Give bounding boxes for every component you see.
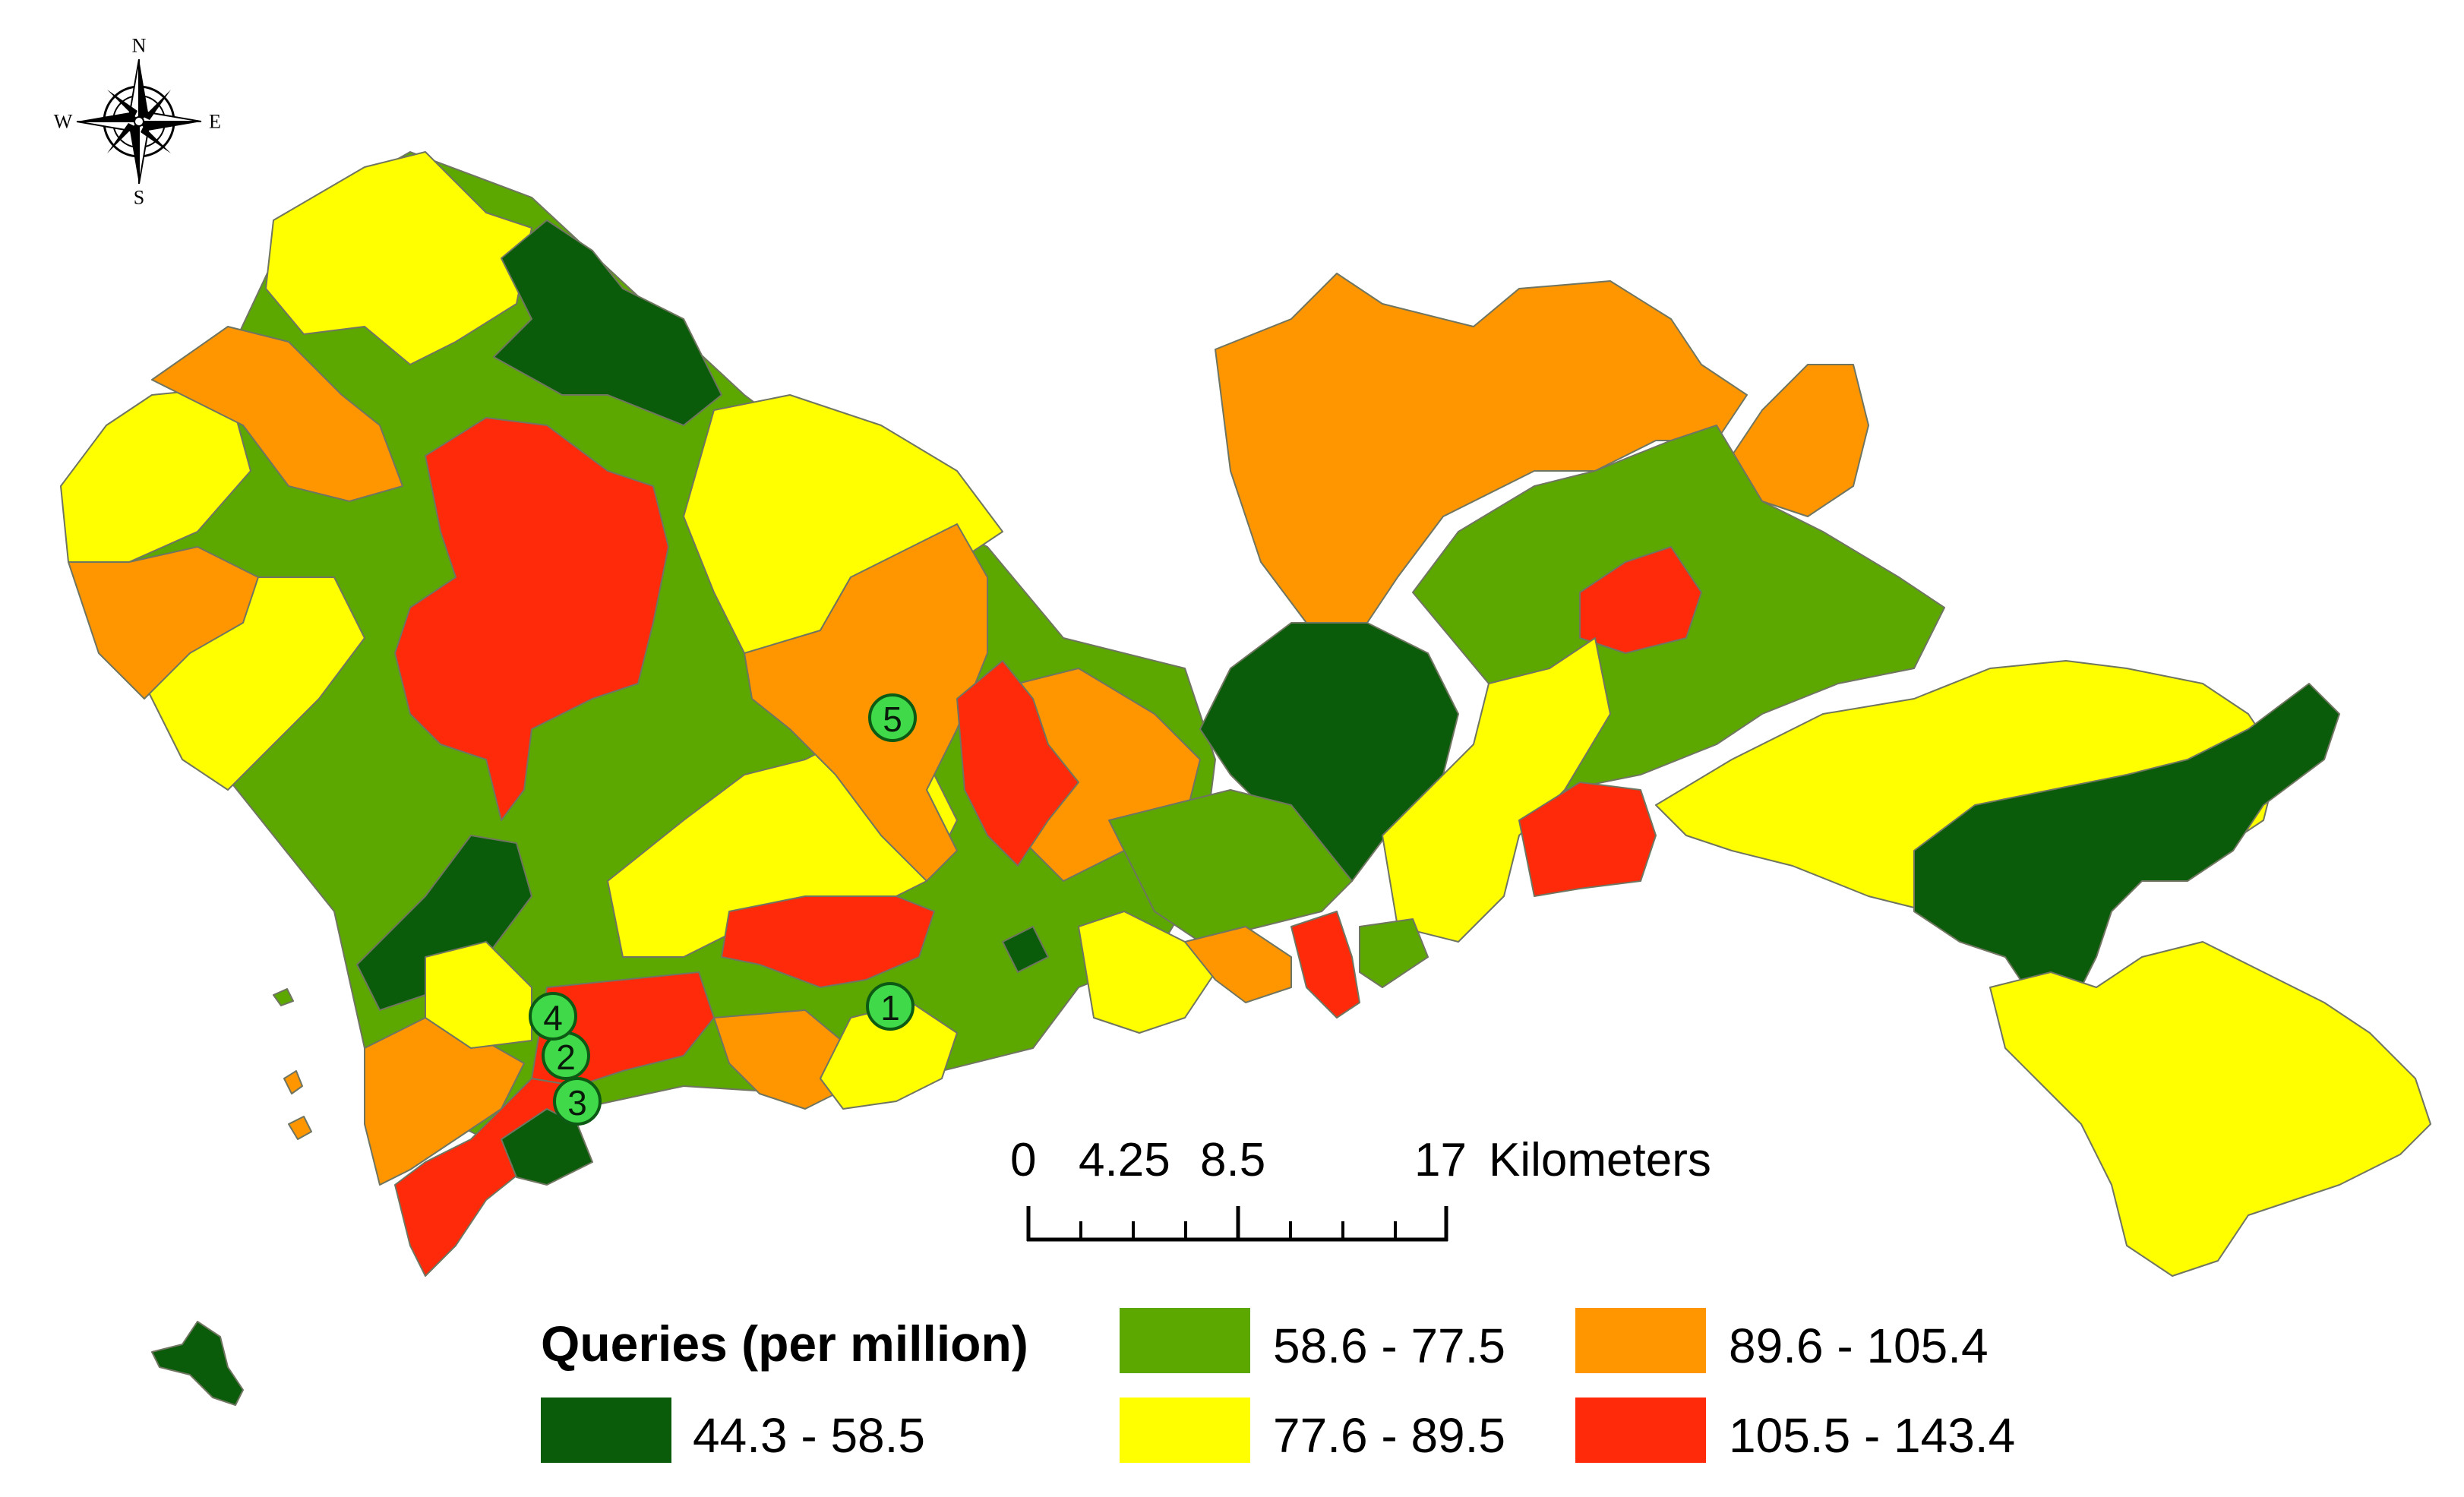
region	[356, 835, 532, 1011]
scale-unit-label: Kilometers	[1489, 1134, 1711, 1186]
region	[1359, 918, 1429, 988]
region	[1078, 911, 1216, 1034]
legend-label-class-1: 44.3 - 58.5	[693, 1408, 925, 1463]
compass-rose-icon: N S E W	[54, 35, 221, 209]
region	[283, 1070, 303, 1094]
region	[1108, 789, 1353, 943]
region	[820, 1002, 958, 1110]
scale-label-4-25: 4.25	[1079, 1134, 1170, 1186]
legend-swatch-class-5	[1575, 1398, 1706, 1463]
legend-swatch-class-4	[1575, 1308, 1706, 1373]
legend-swatch-class-2	[1120, 1308, 1250, 1373]
site-marker-label: 1	[880, 988, 900, 1028]
compass-west-label: W	[54, 111, 73, 133]
region	[713, 1009, 851, 1110]
site-marker-3[interactable]: 3	[553, 1077, 602, 1126]
region	[151, 1321, 244, 1406]
region	[1518, 782, 1657, 897]
region	[151, 326, 403, 502]
legend: Queries (per million) 44.3 - 58.5 58.6 -…	[541, 1308, 2015, 1463]
site-marker-5[interactable]: 5	[868, 693, 917, 742]
legend-swatch-class-3	[1120, 1398, 1250, 1463]
site-marker-label: 4	[543, 998, 563, 1037]
region	[265, 151, 532, 365]
region	[273, 988, 294, 1006]
region	[394, 417, 669, 821]
legend-label-class-5: 105.5 - 143.4	[1729, 1408, 2015, 1463]
region	[956, 660, 1079, 867]
region	[1290, 911, 1360, 1019]
map-regions	[60, 151, 2431, 1406]
legend-swatch-class-1	[541, 1398, 671, 1463]
scale-bar: 0 4.25 8.5 17 Kilometers	[1010, 1134, 1711, 1242]
region	[1002, 926, 1049, 973]
region	[1382, 637, 1611, 943]
region	[68, 546, 259, 700]
legend-label-class-2: 58.6 - 77.5	[1273, 1319, 1505, 1373]
region	[721, 895, 935, 988]
site-markers: 1 2 3 4 5	[529, 693, 917, 1126]
region	[501, 1108, 593, 1186]
region	[493, 219, 722, 426]
site-marker-label: 5	[883, 700, 902, 739]
region	[1579, 546, 1702, 654]
region	[1989, 941, 2431, 1277]
legend-label-class-4: 89.6 - 105.4	[1729, 1319, 1989, 1373]
scale-label-17: 17	[1414, 1134, 1467, 1186]
region	[1184, 926, 1292, 1003]
site-marker-1[interactable]: 1	[866, 982, 915, 1031]
region	[744, 523, 988, 882]
legend-label-class-3: 77.6 - 89.5	[1273, 1408, 1505, 1463]
region	[288, 1116, 312, 1140]
compass-north-label: N	[132, 35, 147, 57]
compass-south-label: S	[134, 187, 144, 209]
compass-east-label: E	[209, 111, 221, 133]
legend-title: Queries (per million)	[541, 1315, 1028, 1372]
scale-label-8-5: 8.5	[1200, 1134, 1265, 1186]
site-marker-label: 2	[556, 1037, 576, 1077]
region	[425, 941, 532, 1049]
site-marker-label: 3	[567, 1083, 587, 1123]
scale-label-0: 0	[1010, 1134, 1036, 1186]
site-marker-4[interactable]: 4	[529, 992, 577, 1041]
